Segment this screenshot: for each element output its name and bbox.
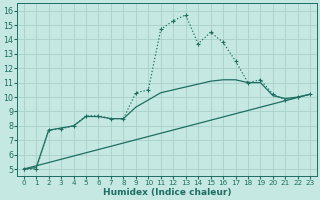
X-axis label: Humidex (Indice chaleur): Humidex (Indice chaleur) xyxy=(103,188,231,197)
